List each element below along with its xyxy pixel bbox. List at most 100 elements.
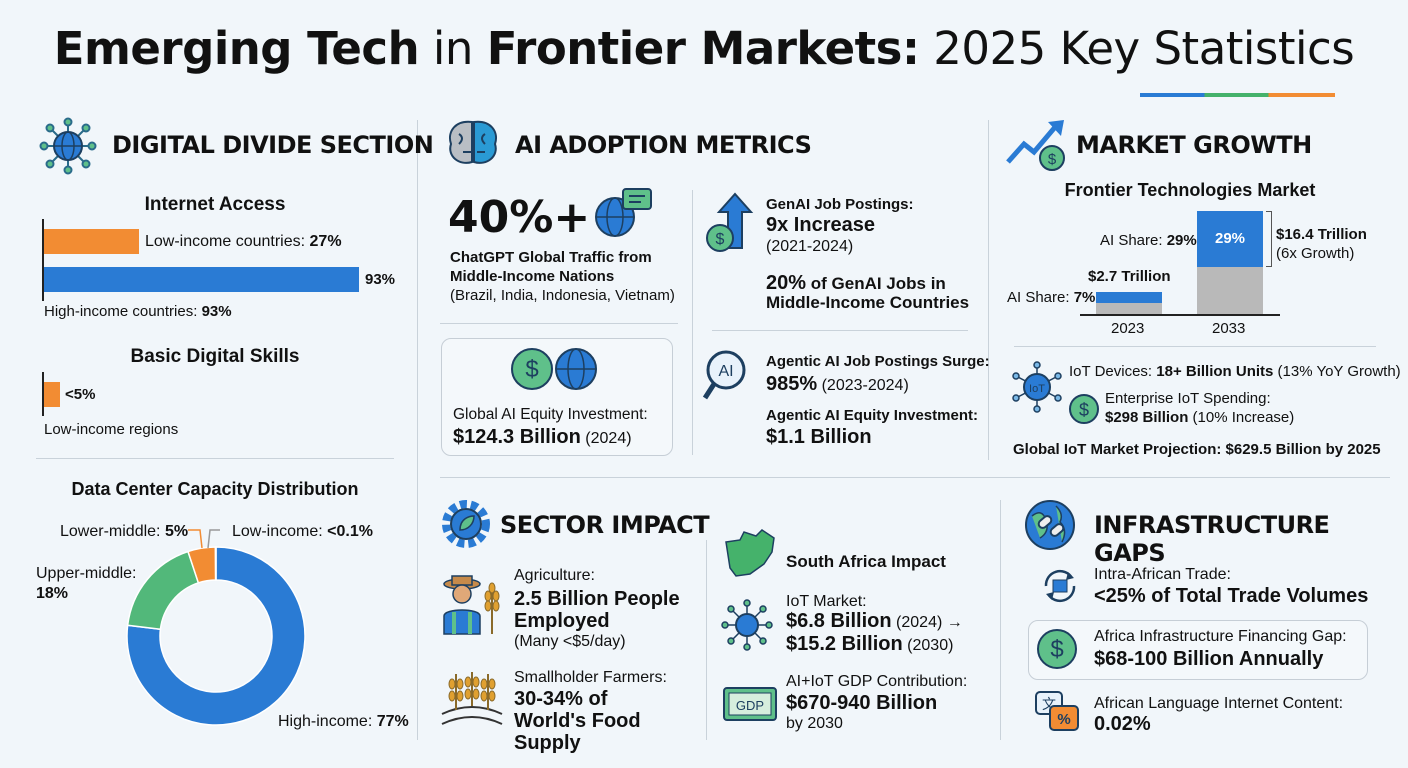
south-africa-map-icon [725,529,775,577]
section-heading-market-growth: MARKET GROWTH [1076,131,1312,159]
jobs-years: (2021-2024) [766,238,854,255]
slice-value: 18% [36,585,69,602]
internet-access-title: Internet Access [144,194,286,215]
digital-skills-title: Basic Digital Skills [130,346,300,367]
trade-cycle-icon [1044,569,1076,603]
divider [1000,500,1001,740]
divider [440,477,1390,478]
bar-2033-ai-share: 29% [1197,211,1263,267]
gdp-year: by 2030 [786,715,843,732]
bar-low-income [44,229,139,254]
traffic-countries: (Brazil, India, Indonesia, Vietnam) [450,287,675,304]
iot-growth: (13% YoY Growth) [1273,363,1401,380]
ai-magnifier-icon: AI [702,350,746,400]
page-title: Emerging Tech in Frontier Markets: 2025 … [53,22,1355,75]
bar-value: 93% [201,303,232,320]
jobs20-label: Middle-Income Countries [766,293,970,312]
jobs-value: 9x Increase [766,214,875,236]
divider [36,458,394,459]
donut-slice-upper-middle [126,550,200,631]
data-center-title: Data Center Capacity Distribution [71,479,359,499]
iot-icon: IoT [1012,361,1062,413]
total-2023: $2.7 Trillion [1088,268,1171,285]
bar-value: 93% [365,271,396,288]
sa-iot-year: (2024) → [891,614,963,631]
sa-iot-value-2024: $6.8 Billion [786,610,892,632]
dollar-icon: $ [1037,629,1077,669]
divider [692,190,693,455]
bar-value: 27% [309,233,342,250]
growth-note: (6x Growth) [1276,245,1355,262]
gear-leaf-icon [442,500,490,548]
year-label: 2033 [1212,320,1246,337]
traffic-label: Middle-Income Nations [450,268,615,285]
section-heading-infrastructure-gaps: INFRASTRUCTURE GAPS [1094,511,1330,567]
section-heading-ai-adoption: AI ADOPTION METRICS [515,131,812,159]
jobs20-value: 20% [766,272,807,294]
sa-iot-year: (2030) [902,637,954,654]
bar-2033: 29% [1197,211,1263,314]
jobs20-label: of GenAI Jobs in [806,274,946,293]
agentic-equity-value: $1.1 Billion [766,426,872,448]
smallholder-label: Smallholder Farmers: [514,669,667,686]
sa-iot-value-2030: $15.2 Billion [786,633,903,655]
iot-projection: Global IoT Market Projection: $629.5 Bil… [1013,441,1381,458]
agri-value: 2.5 Billion People Employed [514,588,680,632]
agri-note: (Many <$5/day) [514,633,626,650]
slice-label: High-income: [278,713,377,730]
svg-text:$: $ [1048,151,1057,168]
svg-text:IoT: IoT [1029,383,1045,395]
broken-chain-globe-icon [1025,500,1075,550]
svg-text:GDP: GDP [736,698,764,713]
brain-icon [449,120,497,164]
globe-chat-icon [595,188,652,237]
spend-value: $298 Billion [1105,409,1189,426]
title-accent-bar [1140,93,1335,97]
slice-value: <0.1% [327,523,373,540]
wheat-field-icon [441,672,503,725]
market-chart-title: Frontier Technologies Market [1064,180,1316,200]
svg-text:$: $ [1079,400,1089,420]
slice-label: Lower-middle: [60,523,165,540]
trade-label: Intra-African Trade: [1094,566,1231,583]
growth-chart-icon: $ [1006,120,1065,171]
dollar-icon: $ [1069,394,1099,424]
gdp-banknote-icon: GDP [723,687,777,721]
farmer-icon [443,575,500,635]
language-label: African Language Internet Content: [1094,695,1344,712]
bar-2023 [1096,292,1162,314]
dollar-up-arrow-icon: $ [706,192,754,252]
spend-increase: (10% Increase) [1188,409,1295,426]
dollar-globe-icon: $ [511,348,597,390]
equity-year: (2024) [580,430,632,447]
traffic-label: ChatGPT Global Traffic from [450,249,652,266]
slice-value: 5% [164,523,189,540]
slice-label: Low-income: [232,523,328,540]
gdp-value: $670-940 Billion [786,692,938,714]
svg-text:$: $ [525,356,538,383]
divider [1014,346,1376,347]
jobs-label: GenAI Job Postings: [766,196,914,213]
axis [42,219,44,301]
ai-share-value: 7% [1073,289,1096,306]
donut-slice-high-income [126,546,306,726]
ai-share-label: AI Share: [1007,289,1074,306]
slice-label: Upper-middle: [36,565,137,582]
year-label: 2023 [1111,320,1145,337]
section-heading-digital-divide: DIGITAL DIVIDE SECTION [112,131,434,159]
axis [42,372,44,416]
smallholder-value: 30-34% of World's Food Supply [514,688,641,754]
axis [1080,314,1280,316]
translation-bubbles-icon: 文% [1035,691,1079,731]
agentic-label: Agentic AI Job Postings Surge: [766,353,990,370]
financing-label: Africa Infrastructure Financing Gap: [1094,628,1347,645]
agentic-equity-label: Agentic AI Equity Investment: [766,407,978,424]
section-heading-sector-impact: SECTOR IMPACT [500,511,710,539]
language-value: 0.02% [1094,713,1151,735]
spend-label: Enterprise IoT Spending: [1105,390,1271,407]
traffic-value: 40%+ [448,192,591,243]
bracket [1266,211,1272,267]
divider [417,120,418,740]
bar-high-income [44,267,359,292]
svg-text:%: % [1057,711,1070,728]
